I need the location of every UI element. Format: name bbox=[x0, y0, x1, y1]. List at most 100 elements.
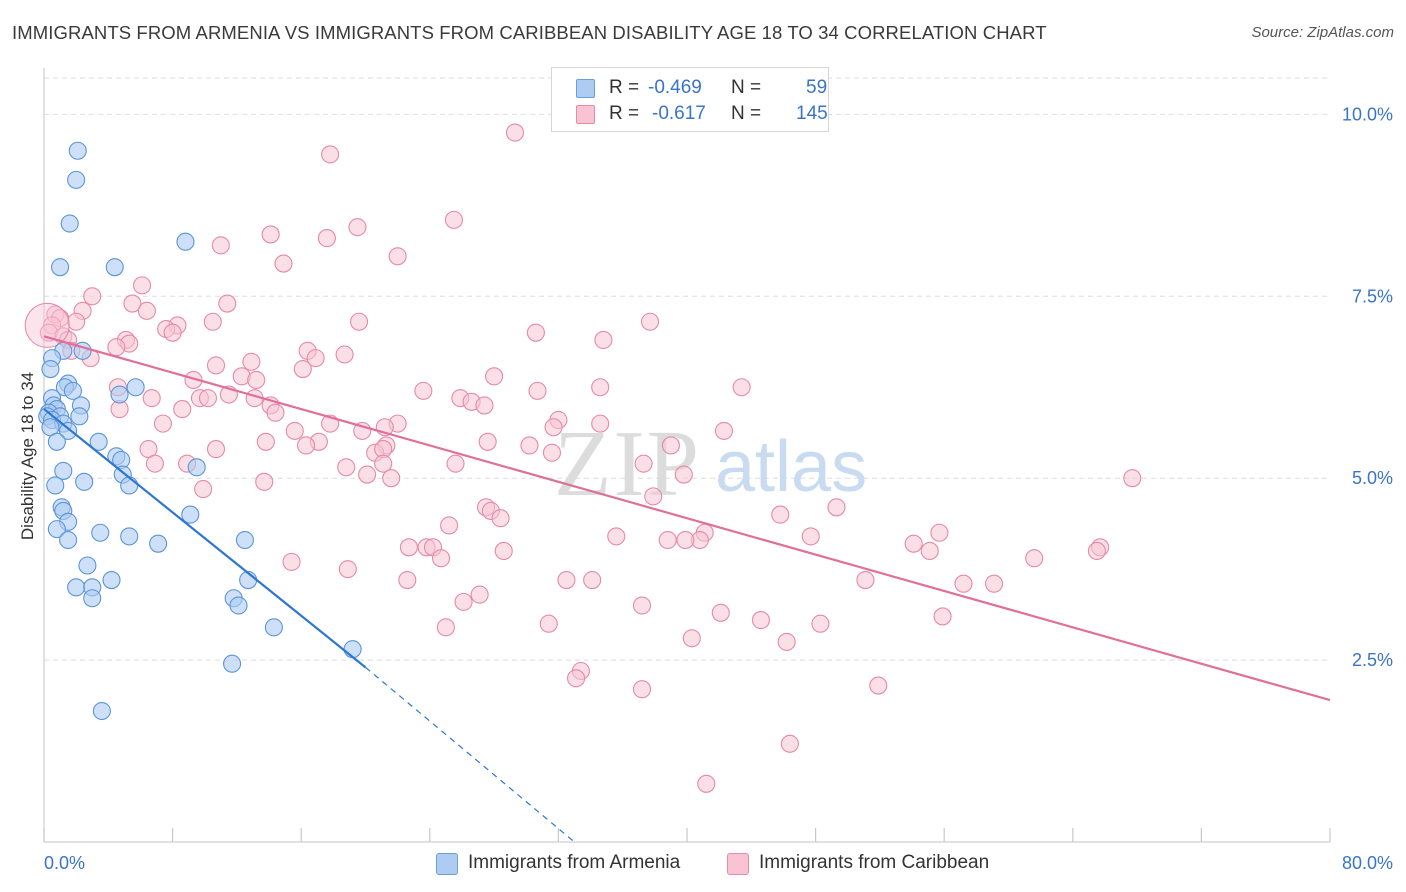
caribbean-point bbox=[470, 585, 489, 604]
caribbean-point bbox=[485, 367, 504, 386]
armenia-point bbox=[89, 432, 108, 451]
caribbean-point bbox=[591, 414, 610, 433]
watermark-zip: ZIP bbox=[554, 412, 701, 516]
caribbean-point bbox=[801, 527, 820, 546]
caribbean-point bbox=[856, 571, 875, 590]
caribbean-point bbox=[350, 312, 369, 331]
y-tick-label: 10.0% bbox=[1342, 104, 1393, 124]
caribbean-point bbox=[478, 432, 497, 451]
caribbean-point bbox=[163, 323, 182, 342]
caribbean-point bbox=[374, 454, 393, 473]
stats-legend: R = -0.469 N = 59 R = -0.617 N = 145 bbox=[551, 67, 829, 132]
caribbean-points bbox=[24, 123, 1142, 793]
caribbean-point bbox=[285, 421, 304, 440]
legend-swatch-armenia bbox=[436, 853, 458, 875]
caribbean-point bbox=[436, 618, 455, 637]
caribbean-point bbox=[954, 574, 973, 593]
caribbean-point bbox=[173, 400, 192, 419]
caribbean-point bbox=[206, 356, 226, 375]
trend-lines bbox=[43, 335, 1331, 843]
caribbean-point bbox=[634, 454, 653, 473]
caribbean-point bbox=[414, 381, 433, 400]
caribbean-point bbox=[255, 472, 274, 491]
caribbean-point bbox=[338, 560, 357, 579]
armenia-point bbox=[91, 523, 110, 542]
armenia-point bbox=[47, 520, 66, 539]
armenia-point bbox=[105, 258, 124, 277]
caribbean-point bbox=[398, 571, 417, 590]
caribbean-point bbox=[632, 680, 652, 699]
caribbean-point bbox=[661, 436, 680, 455]
caribbean-point bbox=[107, 338, 126, 357]
caribbean-point bbox=[542, 443, 562, 462]
legend-n-value: 145 bbox=[796, 103, 828, 124]
caribbean-point bbox=[567, 669, 586, 688]
armenia-point bbox=[120, 527, 139, 546]
armenia-point bbox=[110, 385, 129, 404]
caribbean-point bbox=[440, 516, 459, 535]
caribbean-point bbox=[520, 436, 539, 455]
caribbean-point bbox=[1025, 549, 1044, 568]
caribbean-point bbox=[930, 523, 949, 542]
legend-r-label: R = bbox=[609, 77, 640, 98]
armenia-point bbox=[51, 258, 70, 277]
armenia-point bbox=[54, 461, 73, 480]
legend-n-label: N = bbox=[731, 103, 762, 124]
caribbean-point bbox=[282, 552, 301, 571]
caribbean-point bbox=[711, 603, 730, 622]
caribbean-point bbox=[274, 254, 293, 273]
caribbean-point bbox=[444, 210, 463, 229]
legend-n-label: N = bbox=[731, 77, 762, 98]
caribbean-point bbox=[399, 538, 418, 557]
armenia-point bbox=[67, 578, 86, 597]
caribbean-point bbox=[67, 312, 86, 331]
caribbean-point bbox=[591, 378, 610, 397]
caribbean-point bbox=[296, 436, 316, 455]
caribbean-point bbox=[827, 498, 846, 517]
armenia-point bbox=[75, 472, 94, 491]
caribbean-point bbox=[203, 312, 222, 331]
armenia-point bbox=[47, 432, 66, 451]
armenia-point bbox=[83, 589, 102, 608]
caribbean-point bbox=[780, 734, 799, 753]
caribbean-point bbox=[432, 549, 451, 568]
armenia-trend-extension bbox=[365, 666, 575, 843]
caribbean-point bbox=[583, 571, 602, 590]
caribbean-point bbox=[494, 541, 513, 561]
chart-title: IMMIGRANTS FROM ARMENIA VS IMMIGRANTS FR… bbox=[12, 22, 1047, 43]
caribbean-trend-line bbox=[43, 335, 1331, 702]
caribbean-point bbox=[24, 302, 70, 348]
caribbean-point bbox=[211, 236, 230, 255]
caribbean-point bbox=[83, 287, 102, 306]
armenia-point bbox=[41, 359, 60, 379]
legend-label-caribbean: Immigrants from Caribbean bbox=[759, 852, 990, 873]
armenia-point bbox=[223, 654, 242, 673]
caribbean-point bbox=[1087, 541, 1106, 561]
caribbean-point bbox=[1123, 469, 1142, 488]
caribbean-point bbox=[348, 218, 367, 237]
armenia-point bbox=[67, 170, 86, 189]
caribbean-point bbox=[337, 458, 356, 477]
caribbean-point bbox=[539, 614, 558, 633]
armenia-point bbox=[176, 232, 195, 251]
armenia-point bbox=[187, 458, 206, 477]
caribbean-point bbox=[920, 541, 939, 561]
caribbean-point bbox=[218, 294, 237, 313]
caribbean-point bbox=[256, 432, 275, 451]
caribbean-point bbox=[206, 440, 226, 459]
armenia-point bbox=[120, 476, 139, 495]
caribbean-point bbox=[676, 530, 695, 550]
caribbean-point bbox=[475, 396, 494, 415]
y-tick-label: 5.0% bbox=[1352, 468, 1393, 488]
legend-r-label: R = bbox=[609, 103, 640, 124]
caribbean-point bbox=[732, 378, 751, 397]
caribbean-point bbox=[142, 389, 161, 408]
caribbean-point bbox=[266, 403, 285, 422]
legend-n-value: 59 bbox=[806, 77, 828, 98]
caribbean-point bbox=[505, 123, 525, 142]
armenia-point bbox=[68, 141, 87, 160]
armenia-point bbox=[60, 214, 79, 233]
watermark: ZIP atlas bbox=[554, 412, 867, 516]
armenia-point bbox=[126, 378, 145, 397]
